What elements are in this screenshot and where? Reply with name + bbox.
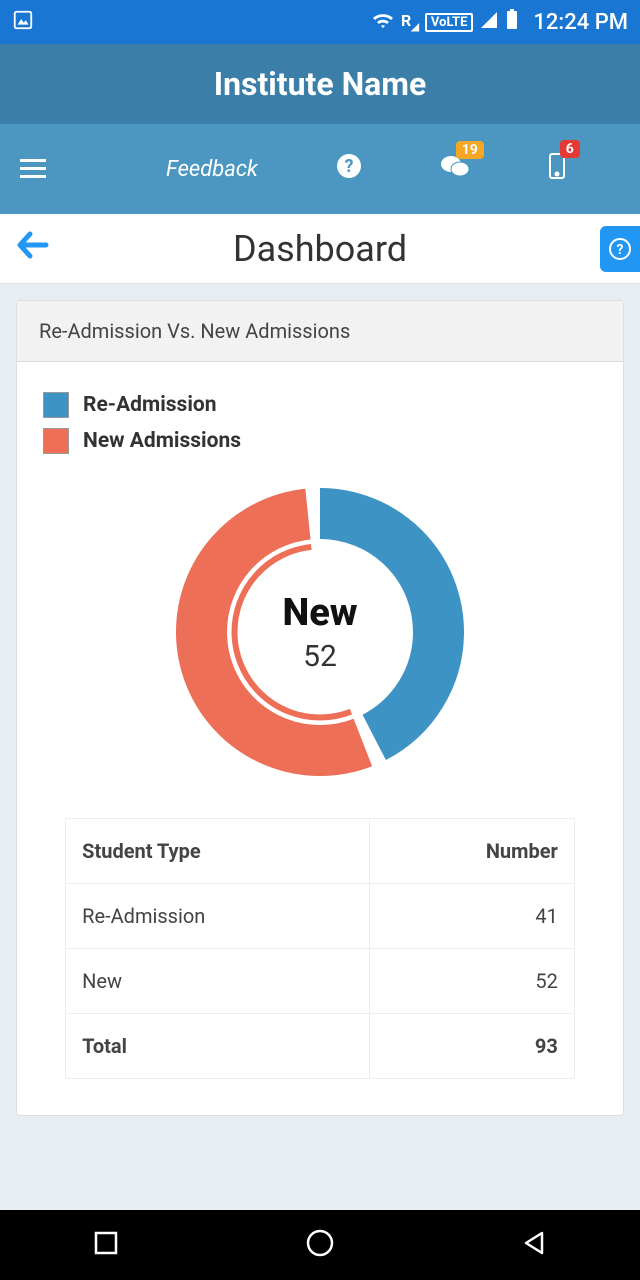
cell: 93 <box>370 1014 575 1079</box>
phone-icon[interactable]: 6 <box>548 152 566 186</box>
app-toolbar: Feedback ? 19 6 <box>0 124 640 214</box>
cell: 52 <box>370 949 575 1014</box>
column-header: Number <box>370 819 575 884</box>
donut-center: New 52 <box>170 482 470 782</box>
feedback-link[interactable]: Feedback <box>166 157 258 182</box>
gallery-icon <box>12 9 34 36</box>
android-status-bar: R◢ VoLTE 12:24 PM <box>0 0 640 44</box>
legend-label: Re-Admission <box>83 393 217 417</box>
institute-header: Institute Name <box>0 44 640 124</box>
cell: Total <box>66 1014 370 1079</box>
menu-button[interactable] <box>20 153 46 186</box>
page-title: Dashboard <box>233 228 407 270</box>
institute-name: Institute Name <box>214 65 427 103</box>
help-fab[interactable]: ? <box>600 226 640 272</box>
table-total-row: Total 93 <box>66 1014 575 1079</box>
legend-item: New Admissions <box>43 428 597 454</box>
legend-item: Re-Admission <box>43 392 597 418</box>
volte-icon: VoLTE <box>425 13 474 32</box>
admissions-card: Re-Admission Vs. New Admissions Re-Admis… <box>16 300 624 1116</box>
svg-text:?: ? <box>344 156 353 177</box>
donut-center-label: New <box>282 591 357 635</box>
signal-icon <box>479 10 499 35</box>
cell: 41 <box>370 884 575 949</box>
chart-legend: Re-Admission New Admissions <box>43 392 597 454</box>
cell: New <box>66 949 370 1014</box>
donut-chart: New 52 <box>43 482 597 782</box>
svg-text:?: ? <box>617 242 624 258</box>
legend-swatch <box>43 392 69 418</box>
card-body: Re-Admission New Admissions New 52 Stude… <box>17 362 623 1115</box>
data-table: Student Type Number Re-Admission 41 New … <box>65 818 575 1079</box>
wifi-icon <box>371 10 395 35</box>
battery-icon <box>505 9 519 36</box>
column-header: Student Type <box>66 819 370 884</box>
clock: 12:24 PM <box>533 10 628 35</box>
card-title: Re-Admission Vs. New Admissions <box>17 301 623 362</box>
legend-swatch <box>43 428 69 454</box>
signal-r-icon: R◢ <box>401 11 419 33</box>
back-button[interactable] <box>16 229 50 269</box>
table-header-row: Student Type Number <box>66 819 575 884</box>
phone-badge: 6 <box>560 140 580 158</box>
legend-label: New Admissions <box>83 429 241 453</box>
android-nav-bar <box>0 1210 640 1280</box>
page-title-bar: Dashboard ? <box>0 214 640 284</box>
recent-apps-button[interactable] <box>92 1229 120 1261</box>
help-icon[interactable]: ? <box>336 153 362 185</box>
donut-center-value: 52 <box>303 639 337 674</box>
table-row: New 52 <box>66 949 575 1014</box>
back-nav-button[interactable] <box>520 1229 548 1261</box>
table-row: Re-Admission 41 <box>66 884 575 949</box>
home-button[interactable] <box>305 1228 335 1262</box>
chat-badge: 19 <box>456 141 484 159</box>
cell: Re-Admission <box>66 884 370 949</box>
chat-icon[interactable]: 19 <box>440 153 470 185</box>
